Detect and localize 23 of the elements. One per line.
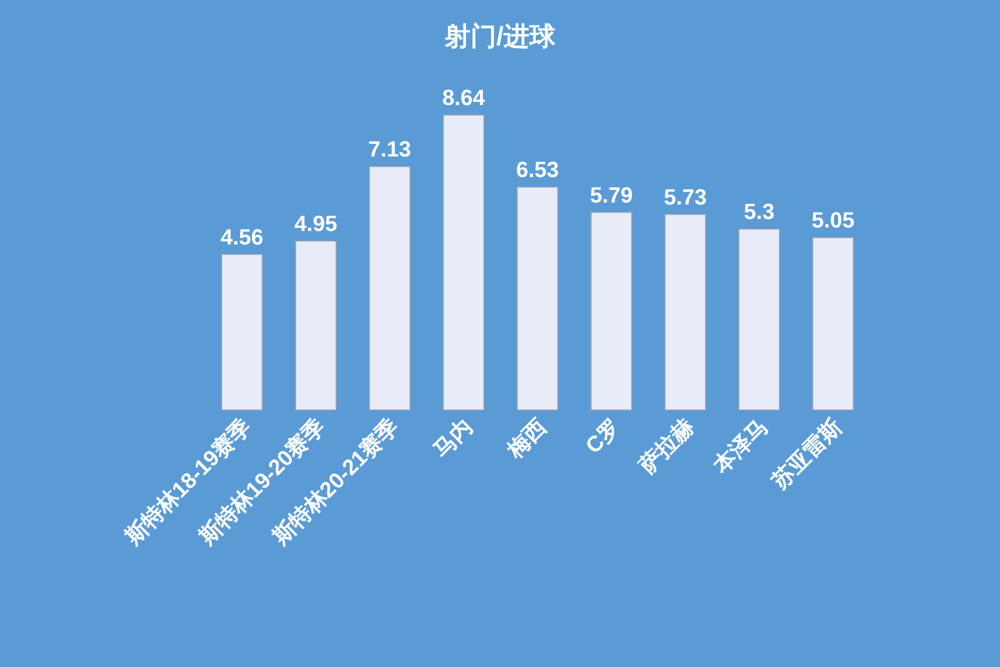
data-label: 5.3 <box>744 199 774 224</box>
x-tick-label: 马内 <box>428 414 478 463</box>
x-tick-label: C罗 <box>580 414 625 458</box>
bar <box>590 212 632 410</box>
data-label: 4.56 <box>220 224 264 250</box>
bar <box>664 214 706 410</box>
data-label: 5.05 <box>812 208 854 233</box>
data-label: 6.53 <box>516 157 559 182</box>
data-label: 4.95 <box>294 210 338 236</box>
bar <box>738 228 780 410</box>
bar <box>812 237 854 410</box>
data-label: 5.73 <box>664 184 707 210</box>
bar <box>368 166 411 410</box>
bar <box>221 254 263 410</box>
x-tick-label: 萨拉赫 <box>634 414 699 479</box>
data-label: 7.13 <box>368 136 412 162</box>
bar <box>295 240 337 410</box>
bar <box>516 186 558 410</box>
data-label: 8.64 <box>442 85 486 110</box>
x-tick-label: 梅西 <box>502 414 552 464</box>
bar <box>442 114 484 410</box>
data-label: 5.79 <box>590 182 633 208</box>
chart-title: 射门/进球 <box>444 21 557 51</box>
